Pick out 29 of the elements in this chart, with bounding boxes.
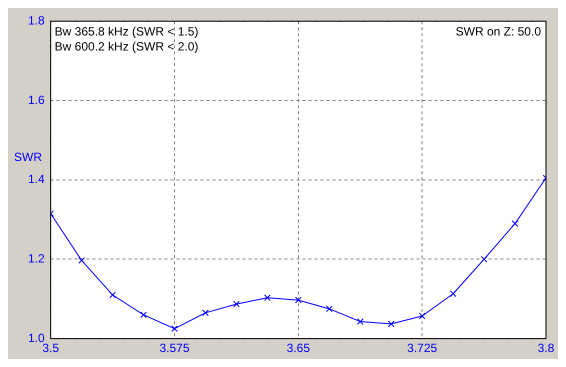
point <box>78 257 85 264</box>
point <box>233 300 240 308</box>
point <box>512 220 518 227</box>
point <box>140 311 147 318</box>
point <box>450 290 456 298</box>
point <box>109 292 116 298</box>
point <box>418 312 426 320</box>
point <box>388 320 395 328</box>
y-tick-label: 1.4 <box>28 172 45 186</box>
x-tick-label: 3.575 <box>159 341 190 356</box>
y-axis-title: SWR <box>14 150 42 164</box>
annotation: SWR on Z: 50.0 <box>456 24 542 39</box>
point <box>356 318 364 325</box>
y-tick-label: 1.8 <box>28 14 45 28</box>
point <box>295 296 302 304</box>
y-tick-label: 1.6 <box>28 92 45 107</box>
point <box>171 325 178 332</box>
y-tick-label: 1.2 <box>28 252 45 266</box>
annotation: Bw 365.8 kHz (SWR < 1.5) <box>54 24 198 39</box>
x-tick-label: 3.5 <box>42 341 60 356</box>
x-tick-label: 3.725 <box>407 341 438 356</box>
annotation: Bw 600.2 kHz (SWR < 2.0) <box>54 40 198 54</box>
y-tick-label: 1.0 <box>28 330 45 345</box>
point <box>202 309 209 316</box>
point <box>480 256 488 263</box>
x-tick-label: 3.65 <box>286 341 310 356</box>
point <box>264 294 271 302</box>
x-tick-label: 3.8 <box>538 341 555 356</box>
point <box>326 306 333 312</box>
